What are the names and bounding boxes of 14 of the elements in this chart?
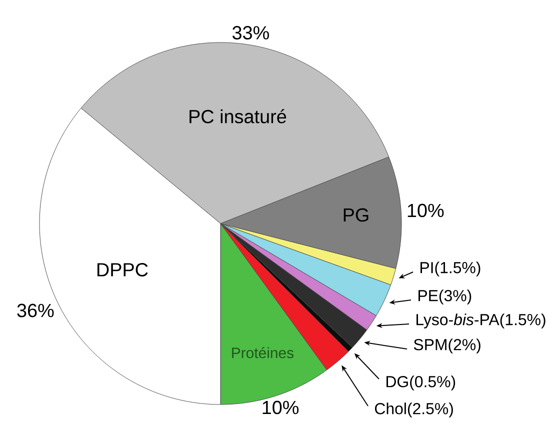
- data-label: 36%: [17, 304, 54, 318]
- slice-label: PI(1.5%): [420, 262, 480, 276]
- slice-label: DG(0.5%): [386, 376, 456, 390]
- slice-label: PG: [344, 208, 368, 222]
- data-label: 10%: [262, 400, 299, 414]
- slice-label: Protéines: [232, 347, 294, 358]
- slice-label: DPPC: [97, 263, 148, 276]
- data-label: 33%: [232, 26, 269, 40]
- slice-label: Chol(2.5%): [375, 402, 453, 418]
- slice-label: SPM(2%): [414, 338, 480, 354]
- data-label: 10%: [408, 204, 444, 218]
- slice-label: PC insaturé: [190, 109, 286, 124]
- slice-label: PE(3%): [418, 290, 472, 304]
- slice-label: Lyso-bis-PA(1.5%): [416, 314, 546, 328]
